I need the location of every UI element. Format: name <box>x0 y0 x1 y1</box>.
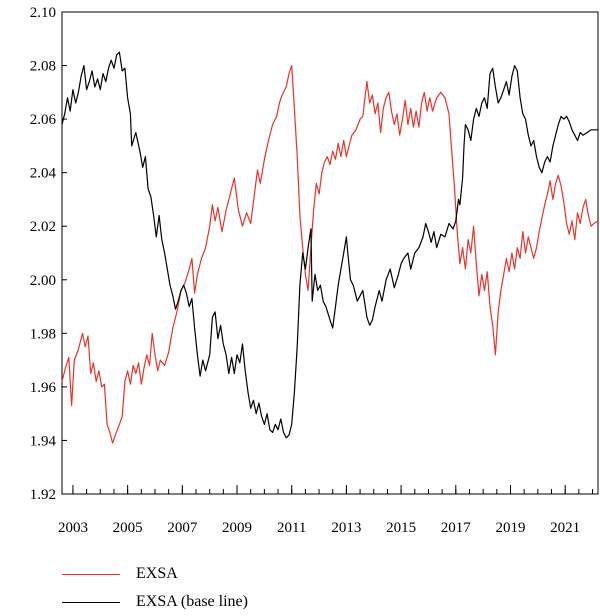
y-tick-label: 2.08 <box>30 59 56 75</box>
y-axis: 1.92 1.94 1.96 1.98 2.00 2.02 2.04 2.06 2.08 2.10 <box>30 5 67 503</box>
legend: EXSA EXSA (base line) <box>62 560 248 616</box>
y-tick-label: 1.96 <box>30 380 57 396</box>
x-tick-label: 2017 <box>441 520 472 536</box>
x-tick-label: 2013 <box>331 520 361 536</box>
legend-label-exsa-base-line: EXSA (base line) <box>136 593 248 610</box>
x-tick-label: 2009 <box>222 520 252 536</box>
y-tick-label: 2.10 <box>30 5 56 21</box>
x-tick-label: 2007 <box>167 520 198 536</box>
series-layer <box>61 51 599 444</box>
legend-swatch-exsa-base-line <box>62 601 120 603</box>
legend-swatch-exsa <box>62 573 120 575</box>
y-tick-label: 1.98 <box>30 326 56 342</box>
y-tick-label: 1.94 <box>30 433 57 449</box>
series-line-exsa <box>61 65 599 444</box>
y-tick-label: 2.00 <box>30 273 56 289</box>
plot-frame <box>61 11 599 495</box>
x-tick-label: 2019 <box>495 520 525 536</box>
y-tick-label: 2.02 <box>30 219 56 235</box>
x-tick-label: 2021 <box>550 520 580 536</box>
x-tick-label: 2003 <box>58 520 88 536</box>
legend-entry-exsa-base-line: EXSA (base line) <box>62 588 248 616</box>
series-line-exsa-base-line <box>61 51 598 439</box>
y-tick-label: 2.04 <box>30 166 57 182</box>
x-tick-label: 2015 <box>386 520 416 536</box>
x-tick-label: 2005 <box>113 520 143 536</box>
y-tick-label: 2.06 <box>30 112 57 128</box>
x-axis: 2003 2005 2007 2009 2011 2013 2015 2017 2019 2021 <box>58 485 594 536</box>
y-tick-label: 1.92 <box>30 487 56 503</box>
x-tick-label: 2011 <box>277 520 306 536</box>
legend-entry-exsa: EXSA <box>62 560 248 588</box>
legend-label-exsa: EXSA <box>136 565 178 582</box>
